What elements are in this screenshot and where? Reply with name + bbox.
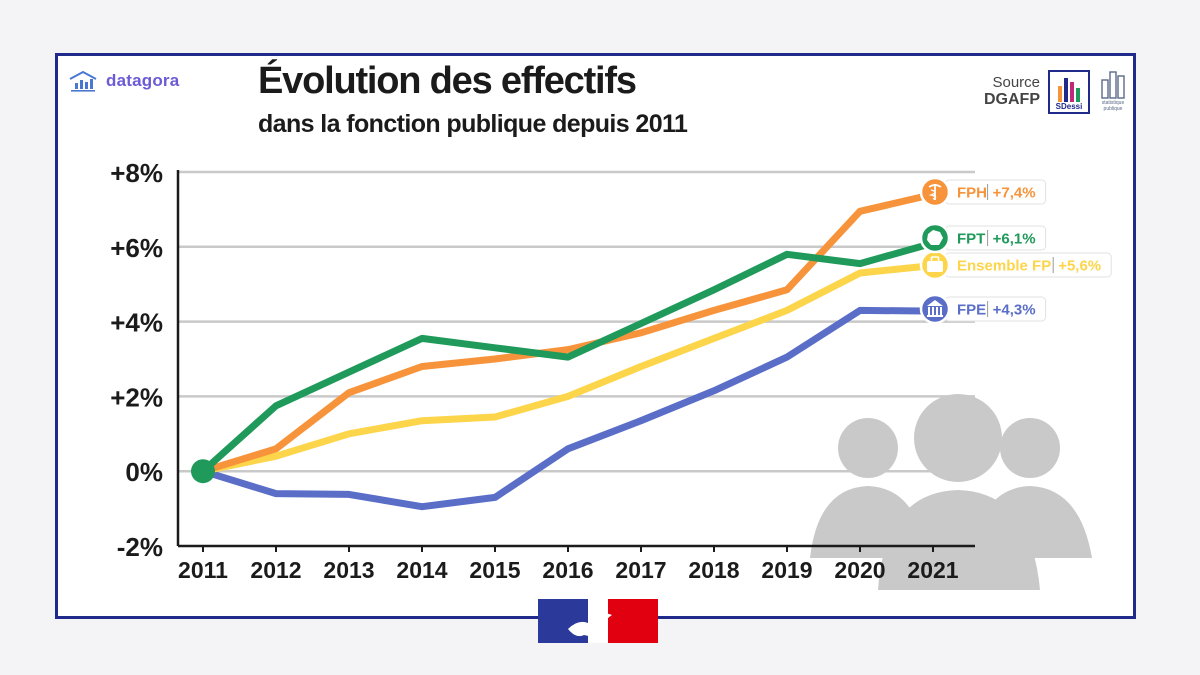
source-label: Source [992,74,1040,91]
end-label-fph: FPH +7,4% [919,176,1047,208]
series-line-ensemble [199,262,937,475]
series-line-fph [199,190,937,475]
y-tick-label: +6% [110,233,163,263]
people-group-icon [810,394,1092,590]
series-lines [191,190,937,511]
x-tick-label: 2015 [469,557,520,583]
sdessi-logo-text: SDessi [1055,102,1083,111]
series-value-label: +5,6% [1058,258,1101,275]
x-tick-label: 2017 [615,557,666,583]
sdessi-logo: SDessi [1048,70,1090,114]
y-tick-label: 0% [125,457,163,487]
marianne-logo-icon [538,599,658,643]
axes: +8% +6% +4% +2% 0% -2% 2011 2012 2013 2014 2015 201… [110,158,975,583]
statistique-publique-text: statistique publique [1101,100,1125,112]
y-tick-label: -2% [117,532,163,562]
x-tick-label: 2019 [761,557,812,583]
end-label-fpe: FPE +4,3% [919,293,1047,325]
sdessi-bars-icon [1058,78,1080,102]
x-tick-label: 2016 [542,557,593,583]
x-tick-label: 2013 [323,557,374,583]
source-org: DGAFP [984,91,1040,108]
x-tick-label: 2021 [907,557,958,583]
y-tick-label: +8% [110,158,163,188]
series-line-fpt [199,239,937,475]
series-name-label: FPH [957,185,987,202]
bar-chart-house-icon [69,70,97,92]
origin-marker [191,459,215,484]
source-block: Source DGAFP [968,74,1040,108]
series-name-label: FPE [957,302,986,319]
brand: datagora [68,70,179,92]
chart-title: Évolution des effectifs [258,60,637,102]
series-value-label: +6,1% [993,231,1036,248]
series-labels: FPE +4,3% Ensemble FP +5,6% FPH +7,4% FPT +6,1% [919,176,1112,325]
x-tick-label: 2011 [178,557,228,583]
statistique-publique-logo-icon [1101,71,1125,99]
government-building-icon [919,293,951,325]
x-tick-label: 2012 [250,557,301,583]
x-tick-label: 2014 [396,557,447,583]
y-tick-label: +2% [110,382,163,412]
series-value-label: +4,3% [993,302,1036,319]
end-label-fpt: FPT +6,1% [919,222,1047,254]
end-label-ensemble: Ensemble FP +5,6% [919,249,1112,281]
series-line-fpe [199,306,937,511]
chart-subtitle: dans la fonction publique depuis 2011 [258,110,688,138]
series-name-label: Ensemble FP [957,258,1051,275]
series-name-label: FPT [957,231,985,248]
x-tick-label: 2018 [688,557,739,583]
series-value-label: +7,4% [993,185,1036,202]
x-tick-label: 2020 [834,557,885,583]
brand-name: datagora [106,71,180,90]
y-tick-label: +4% [110,308,163,338]
